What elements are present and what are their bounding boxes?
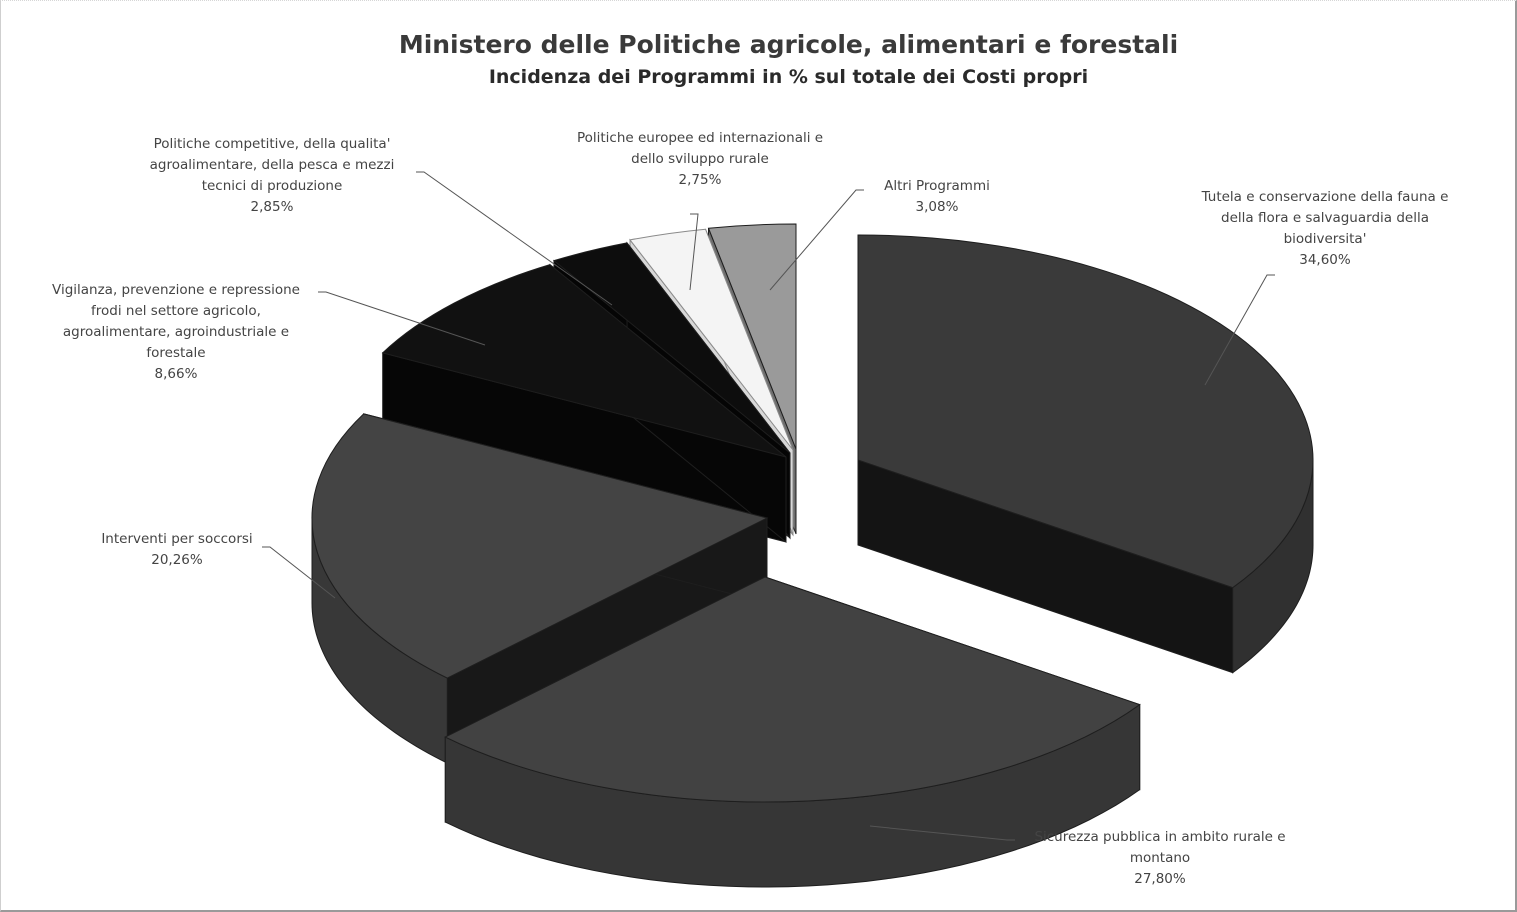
leader-line — [1204, 274, 1275, 386]
slice-label: Tutela e conservazione della fauna e del… — [1201, 189, 1449, 268]
pie-slice-top — [629, 228, 794, 451]
pie-slice-top — [381, 264, 787, 458]
leader-line — [769, 189, 864, 291]
pie-slice-top — [444, 576, 1141, 803]
pie-slice-0 — [857, 234, 1314, 674]
slice-label: Interventi per soccorsi 20,26% — [101, 531, 253, 568]
pie-slice-top — [311, 413, 769, 679]
slice-label: Politiche europee ed internazionali e de… — [576, 130, 824, 188]
chart-subtitle: Incidenza dei Programmi in % sul totale … — [488, 66, 1089, 88]
slice-label: Vigilanza, prevenzione e repressione fro… — [52, 282, 300, 382]
pie-slice-top — [857, 234, 1314, 589]
leader-line — [318, 291, 486, 346]
pie-slice-1 — [444, 576, 1141, 888]
pie-slice-top — [552, 242, 791, 454]
slice-label: Altri Programmi 3,08% — [884, 178, 990, 215]
leader-line — [262, 546, 336, 599]
pie-slice-top — [707, 223, 797, 450]
chart-title: Ministero delle Politiche agricole, alim… — [398, 30, 1179, 59]
slice-label: Sicurezza pubblica in ambito rurale e mo… — [1034, 829, 1286, 887]
pie-slice-3 — [381, 263, 787, 544]
leader-line — [869, 825, 1015, 841]
slice-label: Politiche competitive, della qualita' ag… — [149, 136, 395, 215]
leader-line — [416, 171, 613, 306]
leader-line — [689, 213, 699, 291]
